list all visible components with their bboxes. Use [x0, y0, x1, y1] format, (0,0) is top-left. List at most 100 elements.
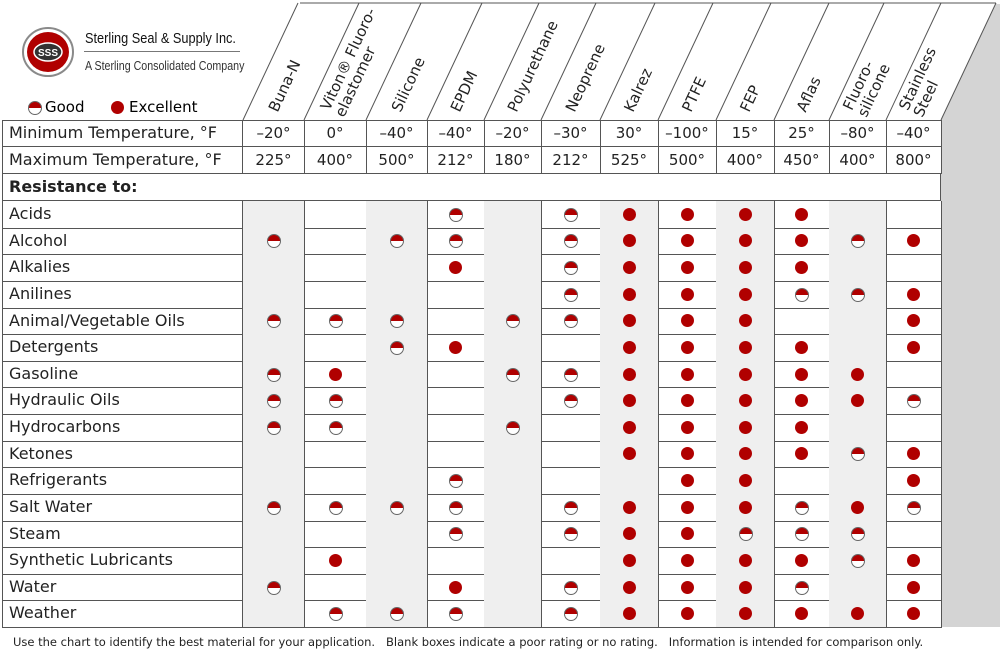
- rating-cell: [243, 387, 305, 415]
- rating-cell: [774, 254, 830, 282]
- excellent-rating-icon: [738, 580, 752, 594]
- excellent-rating-icon: [907, 580, 920, 594]
- rating-cell: [829, 227, 887, 256]
- rating-cell: [658, 387, 717, 415]
- rating-cell: [716, 573, 775, 602]
- column-header: Silicone: [388, 54, 429, 114]
- temperature-value: 400°: [304, 147, 367, 174]
- excellent-rating-icon: [907, 287, 920, 301]
- rating-cell: [484, 254, 542, 282]
- excellent-rating-icon: [680, 367, 694, 381]
- rating-cell: [427, 227, 485, 256]
- column-header: PTFE: [678, 74, 710, 115]
- resistance-row-label: Animal/Vegetable Oils: [2, 307, 243, 336]
- rating-cell: [658, 201, 717, 229]
- rating-cell: [658, 227, 717, 256]
- rating-cell: [829, 600, 887, 628]
- rating-cell: [600, 387, 659, 415]
- good-rating-icon: [564, 234, 578, 249]
- good-rating-icon: [390, 234, 404, 249]
- rating-cell: [541, 307, 601, 336]
- excellent-rating-icon: [680, 287, 694, 301]
- rating-cell: [541, 493, 601, 522]
- rating-cell: [829, 387, 887, 415]
- rating-cell: [366, 547, 428, 575]
- temperature-value: 25°: [774, 120, 830, 147]
- rating-cell: [829, 334, 887, 362]
- svg-text:SSS: SSS: [38, 48, 58, 59]
- rating-cell: [366, 440, 428, 469]
- rating-cell: [658, 520, 717, 549]
- right-edge-panel: [941, 4, 1000, 627]
- excellent-rating-icon: [738, 340, 752, 354]
- resistance-row-label: Gasoline: [2, 360, 243, 389]
- rating-cell: [304, 334, 367, 362]
- rating-cell: [427, 520, 485, 549]
- rating-cell: [829, 280, 887, 309]
- excellent-rating-icon: [680, 207, 694, 221]
- excellent-rating-icon: [328, 553, 342, 567]
- rating-cell: [427, 440, 485, 469]
- column-header: FEP: [736, 82, 764, 114]
- excellent-rating-icon: [795, 207, 808, 221]
- rating-cell: [243, 414, 305, 442]
- rating-cell: [886, 227, 942, 256]
- rating-cell: [427, 280, 485, 309]
- rating-cell: [658, 467, 717, 495]
- excellent-rating-icon: [449, 340, 462, 354]
- excellent-rating-icon: [622, 287, 636, 301]
- temperature-value: 450°: [774, 147, 830, 174]
- rating-cell: [829, 493, 887, 522]
- good-rating-icon: [267, 394, 281, 409]
- temperature-value: 30°: [600, 120, 659, 147]
- rating-cell: [600, 414, 659, 442]
- excellent-rating-icon: [795, 420, 808, 434]
- rating-cell: [829, 440, 887, 469]
- temperature-row-label: Minimum Temperature, °F: [2, 120, 243, 147]
- rating-cell: [541, 414, 601, 442]
- excellent-rating-icon: [851, 394, 864, 408]
- rating-cell: [484, 360, 542, 389]
- column-header: Polyurethane: [504, 18, 562, 115]
- good-rating-icon: [907, 500, 921, 515]
- resistance-row-label: Ketones: [2, 440, 243, 469]
- excellent-rating-icon: [738, 420, 752, 434]
- column-header: Buna-N: [265, 57, 305, 115]
- rating-cell: [774, 467, 830, 495]
- rating-cell: [304, 201, 367, 229]
- rating-cell: [886, 414, 942, 442]
- temperature-value: –100°: [658, 120, 717, 147]
- rating-cell: [829, 547, 887, 575]
- rating-cell: [658, 254, 717, 282]
- rating-cell: [484, 493, 542, 522]
- good-rating-icon: [564, 580, 578, 595]
- rating-cell: [886, 201, 942, 229]
- rating-cell: [600, 334, 659, 362]
- rating-cell: [716, 440, 775, 469]
- rating-cell: [541, 254, 601, 282]
- good-rating-icon: [328, 314, 343, 329]
- rating-cell: [427, 387, 485, 415]
- rating-cell: [304, 573, 367, 602]
- rating-cell: [600, 227, 659, 256]
- good-rating-icon: [564, 207, 578, 222]
- rating-cell: [541, 600, 601, 628]
- rating-cell: [243, 467, 305, 495]
- temperature-value: –30°: [541, 120, 601, 147]
- rating-cell: [541, 334, 601, 362]
- rating-cell: [716, 547, 775, 575]
- rating-cell: [304, 387, 367, 415]
- rating-cell: [243, 440, 305, 469]
- good-rating-icon: [267, 500, 281, 515]
- rating-cell: [304, 440, 367, 469]
- good-rating-icon: [795, 580, 809, 595]
- excellent-rating-icon: [622, 500, 636, 514]
- excellent-rating-icon: [738, 234, 752, 248]
- rating-cell: [541, 280, 601, 309]
- rating-cell: [427, 414, 485, 442]
- good-rating-icon: [267, 367, 281, 382]
- excellent-rating-icon: [738, 607, 752, 621]
- legend-good-label: Good: [45, 98, 85, 116]
